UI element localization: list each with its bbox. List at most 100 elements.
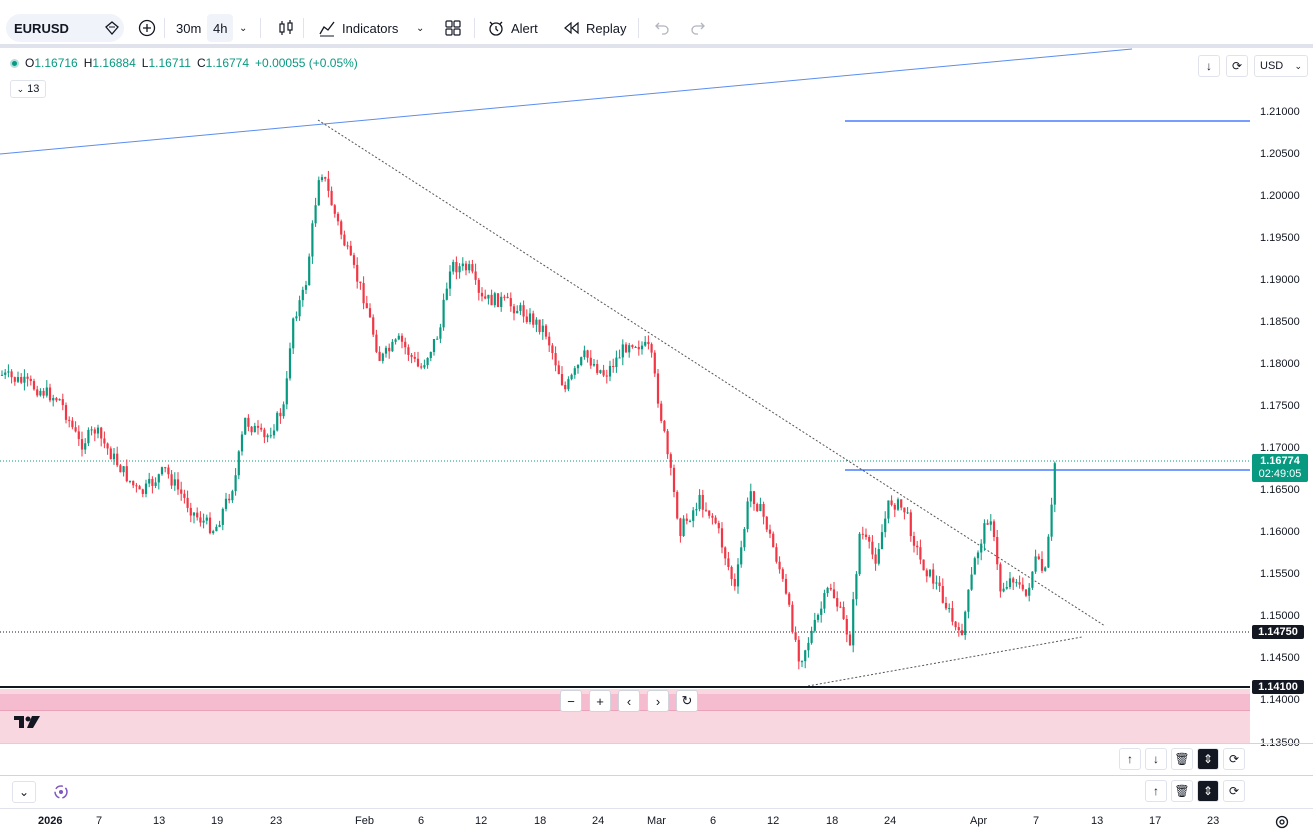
price-tick: 1.19000 [1260,274,1300,286]
candle-body [84,443,87,450]
chevron-down-icon[interactable]: ⌄ [239,22,248,34]
chevron-down-icon[interactable]: ⌄ [416,22,425,34]
candle-body [68,419,71,421]
time-tick: 13 [153,815,166,827]
move-up-icon[interactable]: ↑ [1119,748,1141,770]
maximize-icon[interactable]: ⟳ [1223,780,1245,802]
candle-body [980,543,983,553]
candles-icon[interactable] [271,14,301,42]
candle-body [346,245,349,247]
candle-body [503,296,506,298]
zoom-in-icon[interactable]: + [589,690,611,712]
collapse-icon[interactable]: ⇕ [1197,748,1219,770]
maximize-icon[interactable]: ⟳ [1223,748,1245,770]
candle-body [730,566,733,580]
candle-body [1034,556,1037,572]
candle-body [509,298,512,307]
candle-body [29,378,32,382]
chart-canvas[interactable] [0,48,1250,743]
candle-body [100,427,103,439]
fullscreen-icon[interactable]: ⟳ [1226,55,1248,77]
gear-icon[interactable] [1274,814,1290,835]
candle-body [864,534,868,537]
plus-circle-icon[interactable] [132,14,162,42]
candle-body [772,533,775,548]
chevron-down-icon[interactable]: ⌄ [12,781,36,803]
candle-body [580,357,583,366]
redo-icon[interactable] [684,14,712,42]
collapse-icon[interactable]: ⇕ [1197,780,1219,802]
time-tick: 24 [592,815,605,827]
price-axis[interactable]: 1.21000 1.20500 1.20000 1.19500 1.19000 1.185… [1250,48,1313,749]
candle-body [148,478,151,484]
candle-body [628,345,631,353]
candle-body [368,308,372,318]
candle-body [439,327,442,339]
candle-body [452,262,455,272]
refresh-icon[interactable] [53,784,69,800]
change-value: +0.00055 (+0.05%) [255,56,358,70]
candle-body [52,398,55,401]
candle-body [695,509,698,511]
candle-body [96,427,100,434]
upper-trendline [0,48,1133,155]
reset-icon[interactable]: ↻ [676,690,698,712]
candle-body [820,608,823,615]
layout-icon[interactable] [438,14,468,42]
currency-select[interactable]: USD ⌄ [1254,55,1308,77]
candle-body [925,570,928,577]
move-up-icon[interactable]: ↑ [1145,780,1167,802]
descending-trendline [317,119,1106,627]
price-tick: 1.14000 [1260,694,1300,706]
market-status-icon [10,58,19,68]
candle-body [656,373,660,404]
candle-body [112,453,116,460]
candle-body [647,341,650,345]
candle-body [685,518,688,521]
pane-divider[interactable] [0,775,1313,776]
time-tick: 24 [884,815,897,827]
zoom-out-icon[interactable]: − [560,690,582,712]
candle-body [596,364,599,373]
arrow-down-icon[interactable]: ↓ [1198,55,1220,77]
pane-divider[interactable] [0,743,1313,744]
ohlc-legend: O1.16716 H1.16884 L1.16711 C1.16774 +0.0… [10,56,358,70]
candle-body [1040,558,1044,571]
candle-body [836,598,839,607]
candle-body [26,376,29,379]
candle-body [871,541,874,555]
indicator-toggle[interactable]: ⌄ 13 [10,80,46,98]
symbol-search[interactable]: EURUSD [6,14,124,42]
candle-body [573,368,576,375]
replay-button[interactable]: Replay [556,14,632,42]
move-down-icon[interactable]: ↓ [1145,748,1167,770]
candle-body [602,370,605,376]
undo-icon[interactable] [648,14,676,42]
interval-30m[interactable]: 30m [176,20,202,36]
time-tick: 2026 [38,815,63,827]
time-axis[interactable]: 2026 7 13 19 23 Feb 6 12 18 24 Mar 6 12 18 24 Apr 7 13 17 2… [0,808,1313,835]
candle-body [877,549,880,564]
candle-body [16,377,20,382]
level-badge-1: 1.14750 [1252,625,1304,639]
candle-body [192,512,196,516]
trash-icon[interactable]: 🗑 [1171,748,1193,770]
trash-icon[interactable]: 🗑 [1171,780,1193,802]
candle-body [432,338,436,352]
candle-body [586,350,589,358]
indicators-button[interactable]: Indicators [312,14,404,42]
scroll-right-icon[interactable]: › [647,690,669,712]
candle-body [493,293,496,306]
diamond-icon[interactable] [98,14,126,42]
alert-button[interactable]: Alert [481,14,544,42]
candle-body [154,482,157,486]
candle-body [298,300,301,317]
price-tick: 1.18000 [1260,358,1300,370]
candle-body [292,318,295,349]
top-toolbar: EURUSD 30m 4h ⌄ Indicators ⌄ Alert Repla… [0,0,1313,48]
candle-body [909,512,912,537]
scroll-left-icon[interactable]: ‹ [618,690,640,712]
candle-body [599,370,602,373]
interval-4h[interactable]: 4h [207,14,234,42]
candle-body [1044,567,1047,571]
